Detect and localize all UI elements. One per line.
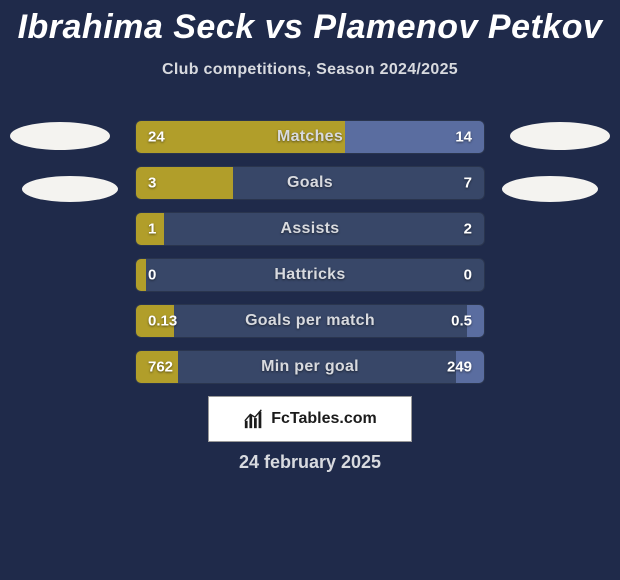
stat-row: 0 Hattricks 0 <box>135 258 485 292</box>
stat-value-left: 3 <box>148 175 156 192</box>
stat-label: Matches <box>277 128 343 146</box>
stat-value-left: 0 <box>148 267 156 284</box>
stat-value-left: 0.13 <box>148 313 177 330</box>
deco-ellipse-mid-right <box>502 176 598 202</box>
stat-value-right: 0.5 <box>451 313 472 330</box>
stat-value-right: 2 <box>464 221 472 238</box>
stat-value-right: 249 <box>447 359 472 376</box>
stat-fill-left <box>136 259 146 291</box>
subtitle: Club competitions, Season 2024/2025 <box>0 61 620 79</box>
stat-label: Goals per match <box>245 312 375 330</box>
stats-rows: 24 Matches 14 3 Goals 7 1 Assists 2 0 Hattricks 0 0.… <box>135 120 485 396</box>
page-title: Ibrahima Seck vs Plamenov Petkov <box>0 0 620 47</box>
stat-value-left: 24 <box>148 129 165 146</box>
stat-row: 1 Assists 2 <box>135 212 485 246</box>
stat-value-left: 1 <box>148 221 156 238</box>
stat-value-right: 14 <box>455 129 472 146</box>
stat-label: Min per goal <box>261 358 359 376</box>
logo-badge: FcTables.com <box>208 396 412 442</box>
stat-label: Goals <box>287 174 333 192</box>
bars-icon <box>243 408 265 430</box>
stat-row: 0.13 Goals per match 0.5 <box>135 304 485 338</box>
date-label: 24 february 2025 <box>0 452 620 473</box>
stat-label: Assists <box>280 220 339 238</box>
stats-card: Ibrahima Seck vs Plamenov Petkov Club co… <box>0 0 620 580</box>
stat-row: 3 Goals 7 <box>135 166 485 200</box>
logo-text: FcTables.com <box>271 410 377 428</box>
deco-ellipse-top-left <box>10 122 110 150</box>
stat-row: 762 Min per goal 249 <box>135 350 485 384</box>
stat-value-left: 762 <box>148 359 173 376</box>
deco-ellipse-mid-left <box>22 176 118 202</box>
stat-value-right: 7 <box>464 175 472 192</box>
stat-value-right: 0 <box>464 267 472 284</box>
stat-label: Hattricks <box>274 266 345 284</box>
stat-row: 24 Matches 14 <box>135 120 485 154</box>
deco-ellipse-top-right <box>510 122 610 150</box>
